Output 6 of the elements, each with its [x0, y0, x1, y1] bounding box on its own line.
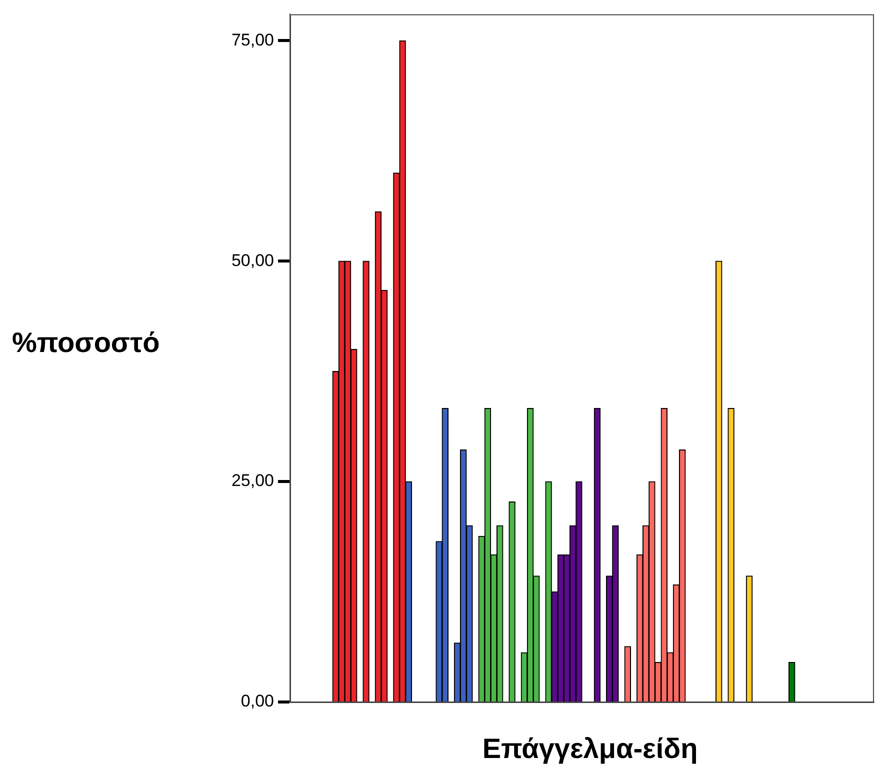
x-axis-title: Επάγγελμα-είδη: [482, 733, 698, 765]
y-tick-label: 75,00: [231, 30, 274, 50]
y-tick-label: 25,00: [231, 471, 274, 490]
y-tick-label: 0,00: [240, 692, 274, 711]
y-tick-label: 50,00: [231, 250, 274, 270]
y-axis-title: %ποσοστό: [12, 327, 160, 359]
